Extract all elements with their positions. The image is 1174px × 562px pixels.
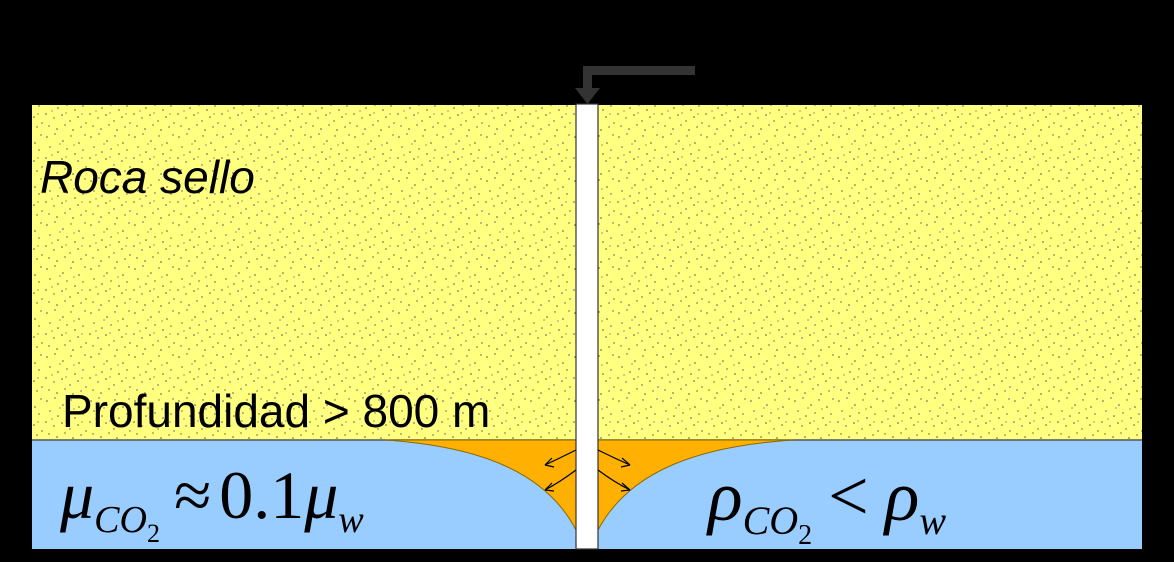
migration-arrows <box>544 449 631 492</box>
co2-label: CO2 <box>706 40 792 99</box>
injection-well <box>575 103 599 550</box>
depth-label: Profundidad > 800 m <box>62 385 490 437</box>
title: Almacenamiento <box>37 35 409 91</box>
density-formula: ρCO2 < ρw <box>706 456 946 551</box>
co2-injection-arrow <box>575 66 695 104</box>
viscosity-formula: μCO2≈ 0.1μw <box>59 457 364 548</box>
seal-rock-label: Roca sello <box>40 151 255 203</box>
